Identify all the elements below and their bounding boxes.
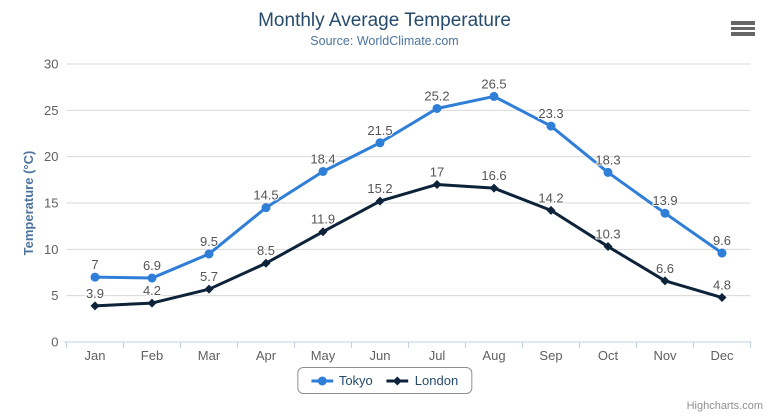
legend-item-tokyo[interactable]: Tokyo: [310, 373, 373, 388]
data-label-tokyo-dec: 9.6: [713, 233, 731, 248]
x-tick-label-aug: Aug: [482, 348, 505, 363]
data-label-london-feb: 4.2: [143, 283, 161, 298]
data-label-london-jan: 3.9: [86, 286, 104, 301]
legend-symbol-london-icon: [386, 376, 409, 385]
data-label-tokyo-apr: 14.5: [253, 188, 278, 203]
data-label-london-apr: 8.5: [257, 243, 275, 258]
legend-item-london[interactable]: London: [386, 373, 459, 388]
y-tick-label: 10: [44, 242, 58, 257]
x-tick-label-mar: Mar: [198, 348, 221, 363]
data-point-tokyo-may[interactable]: [318, 166, 328, 176]
legend-label-london: London: [414, 373, 459, 388]
data-point-tokyo-jan[interactable]: [90, 272, 100, 282]
data-label-london-aug: 16.6: [481, 168, 506, 183]
y-tick-label: 15: [44, 196, 58, 211]
x-tick-label-nov: Nov: [653, 348, 677, 363]
y-tick-label: 30: [44, 57, 58, 72]
data-label-tokyo-jun: 21.5: [367, 123, 392, 138]
y-tick-label: 25: [44, 103, 58, 118]
data-point-london-jun[interactable]: [375, 196, 385, 206]
data-label-tokyo-may: 18.4: [310, 151, 335, 166]
data-point-london-mar[interactable]: [204, 284, 214, 294]
series-tokyo: 7 6.9 9.5 14.5 18.4 21.5 25.2 26.5 23.3 18.3 13.9 9…: [90, 75, 732, 283]
x-tick-label-apr: Apr: [256, 348, 277, 363]
x-tick-label-feb: Feb: [141, 348, 163, 363]
data-point-london-dec[interactable]: [717, 293, 727, 303]
x-tick-label-may: May: [311, 348, 336, 363]
data-point-tokyo-jul[interactable]: [432, 103, 442, 113]
series-line-tokyo: [93, 94, 724, 280]
chart-title: Monthly Average Temperature: [258, 10, 511, 31]
data-point-london-may[interactable]: [318, 227, 328, 237]
x-tick-label-jun: Jun: [370, 348, 391, 363]
hamburger-menu-icon[interactable]: [731, 21, 755, 36]
x-tick-label-sep: Sep: [539, 348, 562, 363]
y-tick-label: 0: [51, 335, 58, 350]
x-tick-label-oct: Oct: [598, 348, 619, 363]
burger-bar: [731, 32, 755, 36]
data-point-london-feb[interactable]: [147, 298, 157, 308]
data-label-tokyo-aug: 26.5: [481, 76, 506, 91]
data-point-london-nov[interactable]: [660, 276, 670, 286]
data-label-tokyo-feb: 6.9: [143, 258, 161, 273]
legend-label-tokyo: Tokyo: [338, 373, 373, 388]
data-label-london-mar: 5.7: [200, 269, 218, 284]
data-point-tokyo-oct[interactable]: [603, 167, 613, 177]
data-point-london-aug[interactable]: [489, 183, 499, 193]
x-tick-label-dec: Dec: [710, 348, 734, 363]
data-point-tokyo-feb[interactable]: [147, 273, 157, 283]
data-label-tokyo-sep: 23.3: [538, 106, 563, 121]
series-london: 3.9 4.2 5.7 8.5 11.9 15.2 17 16.6 14.2 10.3 6.6 4.8: [85, 163, 732, 311]
data-label-london-oct: 10.3: [595, 227, 620, 242]
data-point-tokyo-jun[interactable]: [375, 138, 385, 148]
data-label-london-dec: 4.8: [713, 278, 731, 293]
x-tick-label-jan: Jan: [85, 348, 106, 363]
data-label-tokyo-jul: 25.2: [424, 88, 449, 103]
burger-bar: [731, 21, 755, 25]
data-point-tokyo-sep[interactable]: [546, 121, 556, 131]
data-label-tokyo-mar: 9.5: [200, 234, 218, 249]
data-label-london-may: 11.9: [311, 212, 335, 227]
data-label-london-sep: 14.2: [538, 190, 563, 205]
data-point-london-sep[interactable]: [546, 205, 556, 215]
data-point-london-jan[interactable]: [90, 301, 100, 311]
y-axis-title: Temperature (°C): [21, 151, 36, 256]
chart-subtitle: Source: WorldClimate.com: [310, 34, 459, 48]
data-label-tokyo-jan: 7: [91, 257, 98, 272]
data-point-tokyo-aug[interactable]: [489, 91, 499, 101]
data-label-tokyo-nov: 13.9: [652, 193, 677, 208]
data-point-tokyo-nov[interactable]: [660, 208, 670, 218]
data-point-london-apr[interactable]: [261, 258, 271, 268]
legend-symbol-tokyo-icon: [310, 376, 333, 385]
burger-bar: [731, 26, 755, 31]
data-point-tokyo-apr[interactable]: [261, 203, 271, 213]
x-tick-label-jul: Jul: [429, 348, 446, 363]
series-line-london: [93, 182, 724, 308]
data-point-tokyo-mar[interactable]: [204, 249, 214, 259]
data-label-london-jun: 15.2: [367, 181, 392, 196]
credits-link[interactable]: Highcharts.com: [686, 400, 763, 412]
legend: Tokyo London: [296, 367, 473, 394]
data-point-tokyo-dec[interactable]: [717, 248, 727, 258]
y-tick-label: 20: [44, 149, 58, 164]
data-label-london-nov: 6.6: [656, 261, 674, 276]
data-point-london-jul[interactable]: [432, 179, 442, 189]
data-point-london-oct[interactable]: [603, 242, 613, 252]
data-label-london-jul: 17: [430, 164, 444, 179]
data-label-tokyo-oct: 18.3: [595, 152, 620, 167]
y-tick-label: 5: [51, 288, 58, 303]
